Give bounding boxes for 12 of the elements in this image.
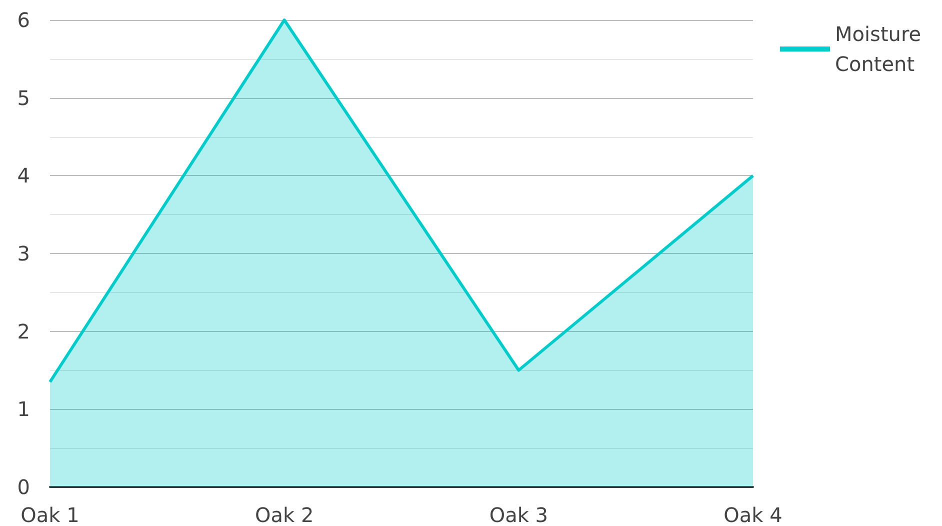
x-tick-label: Oak 2 [254, 503, 314, 526]
legend-label: Moisture Content [835, 22, 928, 76]
y-tick-label: 0 [17, 475, 30, 499]
y-tick-label: 2 [17, 319, 30, 344]
y-tick-label: 1 [17, 397, 30, 422]
y-tick-label: 4 [17, 164, 30, 188]
y-tick-label: 6 [17, 8, 30, 32]
y-tick-label: 3 [17, 242, 30, 266]
y-tick-label: 5 [17, 86, 30, 110]
x-tick-label: Oak 3 [489, 503, 548, 526]
x-tick-label: Oak 4 [724, 503, 782, 526]
x-tick-label: Oak 1 [20, 503, 80, 526]
